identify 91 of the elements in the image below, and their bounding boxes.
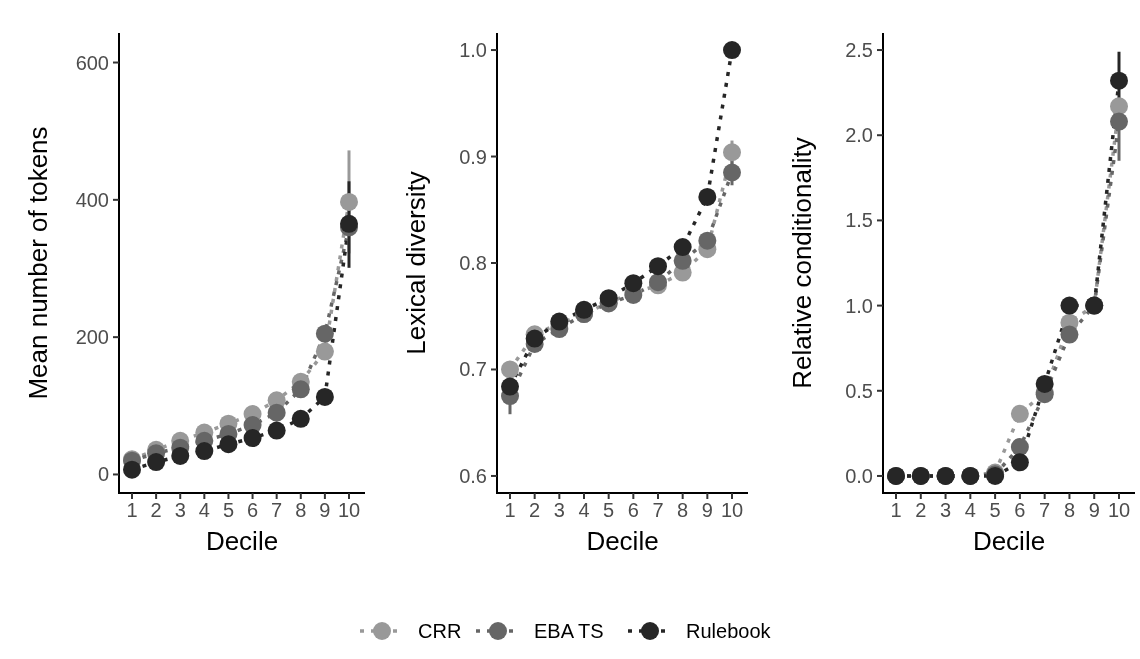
x-tick-label: 4	[198, 499, 210, 521]
x-tick-label: 8	[295, 499, 307, 521]
y-tick-label: 0.8	[459, 252, 487, 274]
y-tick-label: 0.6	[459, 464, 487, 487]
y-tick-label: 0	[97, 463, 109, 486]
y-axis-title: Mean number of tokens	[23, 126, 53, 400]
point	[723, 163, 741, 182]
x-tick-label: 1	[890, 499, 902, 521]
point	[1010, 404, 1029, 423]
point	[1110, 97, 1128, 116]
point	[315, 387, 334, 406]
y-tick-label: 1.0	[845, 294, 873, 317]
y-tick-label: 2.0	[845, 124, 873, 147]
point	[698, 231, 717, 250]
point	[723, 143, 741, 162]
x-tick-label: 4	[578, 499, 590, 521]
y-tick-label: 0.7	[459, 358, 487, 381]
y-axis-title: Relative conditionality	[787, 137, 817, 389]
point	[291, 409, 310, 428]
point	[123, 460, 141, 479]
point	[219, 435, 238, 454]
x-tick-label: 7	[652, 499, 664, 521]
legend-label: Rulebook	[686, 620, 772, 642]
point	[315, 324, 334, 343]
point	[649, 257, 667, 276]
y-tick-label: 200	[75, 326, 109, 349]
x-tick-label: 1	[126, 499, 138, 521]
x-tick-label: 3	[174, 499, 186, 521]
point	[195, 442, 214, 461]
x-tick-label: 7	[271, 499, 283, 521]
point	[673, 238, 692, 257]
point	[624, 274, 643, 293]
x-tick-label: 7	[1039, 499, 1051, 521]
y-tick-label: 2.5	[845, 39, 873, 62]
point	[1035, 374, 1054, 393]
y-tick-label: 0.5	[845, 379, 873, 402]
x-tick-label: 9	[319, 499, 331, 521]
point	[525, 329, 544, 348]
point	[315, 342, 334, 361]
point	[575, 300, 593, 319]
x-tick-label: 2	[150, 499, 162, 521]
x-tick-label: 5	[222, 499, 235, 521]
point	[698, 187, 717, 206]
x-axis-title: Decile	[586, 526, 659, 556]
point	[1010, 438, 1029, 456]
y-tick-label: 0.9	[459, 145, 487, 168]
point	[171, 446, 190, 465]
x-axis-title: Decile	[972, 526, 1046, 556]
x-tick-label: 8	[677, 499, 689, 521]
legend-label: CRR	[418, 620, 462, 642]
point	[340, 214, 358, 233]
legend-label: EBA TS	[534, 620, 604, 642]
point	[1110, 71, 1128, 90]
x-tick-label: 2	[915, 499, 927, 521]
y-tick-label: 600	[75, 51, 109, 74]
x-tick-label: 10	[720, 499, 744, 521]
x-tick-label: 4	[964, 499, 976, 521]
x-tick-label: 5	[603, 499, 615, 521]
y-tick-label: 0.0	[845, 464, 873, 487]
x-tick-label: 10	[337, 499, 361, 521]
point	[501, 360, 519, 379]
x-tick-label: 2	[529, 499, 541, 521]
point	[340, 192, 358, 211]
y-axis-title: Lexical diversity	[401, 171, 431, 355]
x-tick-label: 6	[246, 499, 259, 521]
point	[723, 41, 741, 60]
x-tick-label: 5	[989, 499, 1001, 521]
point	[147, 453, 166, 472]
x-tick-label: 3	[939, 499, 952, 521]
point	[267, 403, 286, 422]
x-tick-label: 8	[1063, 499, 1076, 521]
x-tick-label: 9	[701, 499, 713, 521]
x-tick-label: 1	[504, 499, 516, 521]
x-axis-title: Decile	[205, 526, 279, 556]
x-tick-label: 10	[1107, 499, 1131, 521]
point	[243, 429, 262, 448]
point	[1060, 325, 1079, 344]
y-tick-label: 400	[75, 188, 109, 211]
x-tick-label: 6	[1014, 499, 1026, 521]
point	[1010, 453, 1029, 472]
point	[599, 289, 618, 308]
x-tick-label: 6	[627, 499, 639, 521]
point	[267, 421, 286, 440]
y-tick-label: 1.0	[459, 39, 487, 62]
point	[1110, 112, 1128, 131]
point	[291, 380, 310, 399]
point	[1060, 296, 1079, 315]
point	[501, 377, 519, 396]
x-tick-label: 9	[1088, 499, 1100, 521]
x-tick-label: 3	[553, 499, 565, 521]
y-tick-label: 1.5	[845, 209, 873, 232]
